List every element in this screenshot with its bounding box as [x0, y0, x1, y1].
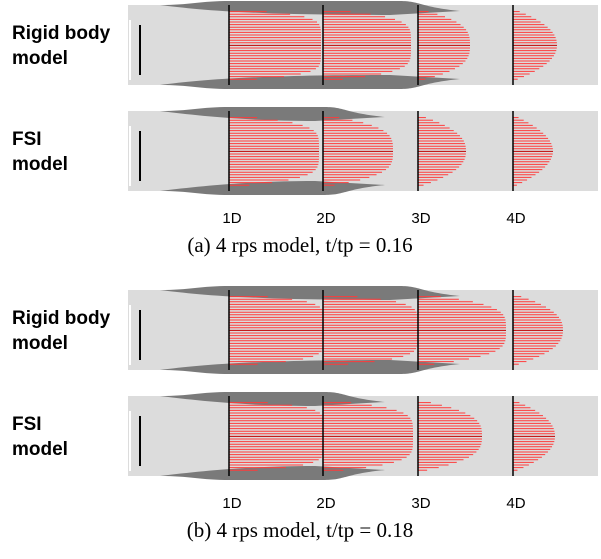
station-label: 1D [222, 495, 241, 512]
caption: (b) 4 rps model, t/tp = 0.18 [187, 518, 414, 542]
flow-row [128, 107, 598, 195]
row-label: model [12, 333, 68, 354]
row-label: model [12, 48, 68, 69]
flow-row [128, 1, 598, 89]
row-label: Rigid body [12, 23, 111, 44]
row-label: FSI [12, 414, 42, 435]
row-label: Rigid body [12, 308, 111, 329]
row-label: model [12, 439, 68, 460]
station-label: 2D [316, 210, 335, 227]
flow-row [128, 392, 598, 480]
figure: Rigid body model FSI model 1D 2D 3D 4D (a) 4 rps… [0, 0, 601, 559]
station-label: 4D [506, 210, 525, 227]
caption: (a) 4 rps model, t/tp = 0.16 [187, 233, 412, 257]
flow-row [128, 286, 598, 374]
station-label: 2D [316, 495, 335, 512]
row-label: model [12, 154, 68, 175]
station-label: 3D [411, 495, 430, 512]
station-label: 1D [222, 210, 241, 227]
station-label: 4D [506, 495, 525, 512]
station-label: 3D [411, 210, 430, 227]
row-label: FSI [12, 129, 42, 150]
